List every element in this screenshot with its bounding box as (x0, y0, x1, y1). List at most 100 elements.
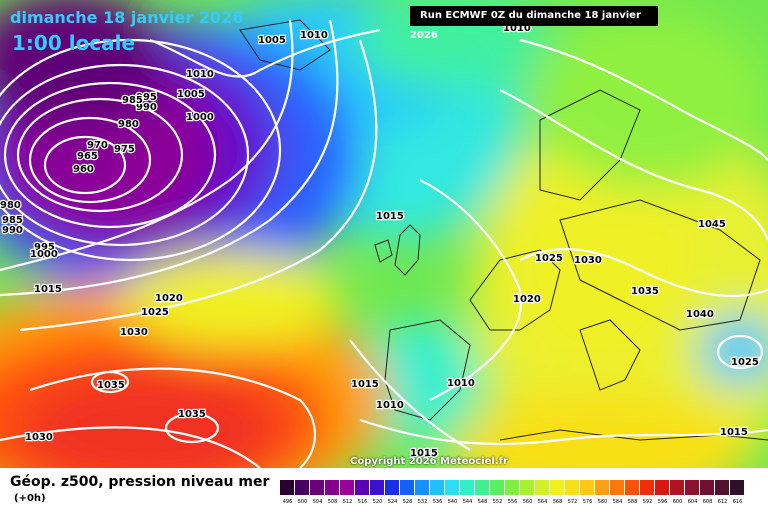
isobar-label: 995 (136, 92, 157, 103)
map-canvas: 1010 1005 1010 1005 1000 995 990 985 980… (0, 0, 768, 468)
isobar-label: 1005 (258, 35, 286, 46)
color-scale-swatch (460, 480, 475, 495)
color-scale-label: 584 (612, 499, 623, 505)
color-scale-swatch (610, 480, 625, 495)
isobar-label: 1025 (535, 253, 563, 264)
color-scale-label: 580 (597, 499, 608, 505)
legend-subtitle: (+0h) (14, 493, 46, 504)
color-scale-swatch (730, 480, 745, 495)
isobar-label: 1015 (720, 427, 748, 438)
color-scale-label: 560 (522, 499, 533, 505)
color-scale-swatch (430, 480, 445, 495)
color-scale-label: 516 (357, 499, 368, 505)
isobar-label: 1035 (631, 286, 659, 297)
color-scale-label: 592 (642, 499, 653, 505)
color-scale-swatch (445, 480, 460, 495)
isobar-label: 1015 (410, 448, 438, 459)
isobar-label: 1015 (34, 284, 62, 295)
legend-title: Géop. z500, pression niveau mer (10, 474, 270, 490)
isobar-label: 1020 (155, 293, 183, 304)
color-scale-swatch (520, 480, 535, 495)
isobar-label: 965 (77, 151, 98, 162)
color-scale-swatch (550, 480, 565, 495)
color-scale-label: 616 (732, 499, 743, 505)
color-scale-label: 504 (312, 499, 323, 505)
isobar-label: 1015 (376, 211, 404, 222)
color-scale-label: 532 (417, 499, 428, 505)
isobar-label: 990 (136, 102, 157, 113)
legend-footer: Géop. z500, pression niveau mer (+0h) 49… (0, 468, 768, 512)
isobar-label: 990 (2, 225, 23, 236)
color-scale-swatch (355, 480, 370, 495)
color-scale-swatch (325, 480, 340, 495)
color-scale-label: 520 (372, 499, 383, 505)
isobar-label: 1035 (178, 409, 206, 420)
isobar-label: 1030 (120, 327, 148, 338)
color-scale-label: 556 (507, 499, 518, 505)
color-scale-swatch (640, 480, 655, 495)
isobar-label: 1020 (513, 294, 541, 305)
isobar-label: 1030 (25, 432, 53, 443)
copyright-text: Copyright 2026 Meteociel.fr (350, 456, 508, 467)
isobar-label: 1025 (731, 357, 759, 368)
isobar-label: 1010 (447, 378, 475, 389)
model-run-banner: Run ECMWF 0Z du dimanche 18 janvier 2026 (410, 6, 658, 41)
isobar-label: 985 (122, 95, 143, 106)
color-scale-label: 528 (402, 499, 413, 505)
color-scale-label: 512 (342, 499, 353, 505)
color-scale-swatch (700, 480, 715, 495)
forecast-time: 1:00 locale (12, 31, 136, 55)
isobar-lines (0, 19, 768, 468)
color-scale-label: 544 (462, 499, 473, 505)
color-scale-swatch (580, 480, 595, 495)
isobar-label: 985 (2, 215, 23, 226)
isobar-label: 960 (73, 164, 94, 175)
isobar-label: 1010 (376, 400, 404, 411)
color-scale-label: 564 (537, 499, 548, 505)
isobar-label: 1000 (30, 249, 58, 260)
color-scale-label: 496 (282, 499, 293, 505)
color-scale-swatch (490, 480, 505, 495)
isobar-label: 1040 (686, 309, 714, 320)
isobar-label: 1005 (177, 89, 205, 100)
color-scale-label: 552 (492, 499, 503, 505)
color-scale-swatch (415, 480, 430, 495)
color-scale-label: 588 (627, 499, 638, 505)
color-scale-label: 608 (702, 499, 713, 505)
isobar-label: 980 (0, 200, 21, 211)
color-scale-label: 604 (687, 499, 698, 505)
color-scale-swatch (385, 480, 400, 495)
color-scale-swatch (715, 480, 730, 495)
color-scale-swatch (655, 480, 670, 495)
isobar-label: 1000 (186, 112, 214, 123)
color-scale-swatch (565, 480, 580, 495)
isobar-label: 1045 (698, 219, 726, 230)
color-scale-label: 536 (432, 499, 443, 505)
isobar-label: 1015 (351, 379, 379, 390)
isobar-label: 995 (34, 242, 55, 253)
color-scale-label: 548 (477, 499, 488, 505)
isobar-label: 980 (118, 119, 139, 130)
isobar-label: 1010 (186, 69, 214, 80)
isobar-labels: 1010 1005 1010 1005 1000 995 990 985 980… (0, 22, 760, 461)
color-scale-swatch (595, 480, 610, 495)
color-scale-label: 568 (552, 499, 563, 505)
color-scale-swatch (310, 480, 325, 495)
forecast-date: dimanche 18 janvier 2026 (10, 8, 244, 27)
color-scale-swatch (475, 480, 490, 495)
isobar-label: 1010 (300, 30, 328, 41)
color-scale-label: 508 (327, 499, 338, 505)
isobar-label: 1035 (97, 380, 125, 391)
color-scale-label: 612 (717, 499, 728, 505)
color-scale-swatch (370, 480, 385, 495)
color-scale-label: 524 (387, 499, 398, 505)
color-scale-bar (280, 480, 745, 495)
color-scale-label: 540 (447, 499, 458, 505)
color-scale-swatch (340, 480, 355, 495)
color-scale-swatch (295, 480, 310, 495)
color-scale-label: 596 (657, 499, 668, 505)
color-scale-label: 572 (567, 499, 578, 505)
color-scale-labels: 496 500 504 508 512 516 520 524 528 532 536 540 544 5… (280, 499, 745, 505)
color-scale-swatch (400, 480, 415, 495)
color-scale-label: 500 (297, 499, 308, 505)
